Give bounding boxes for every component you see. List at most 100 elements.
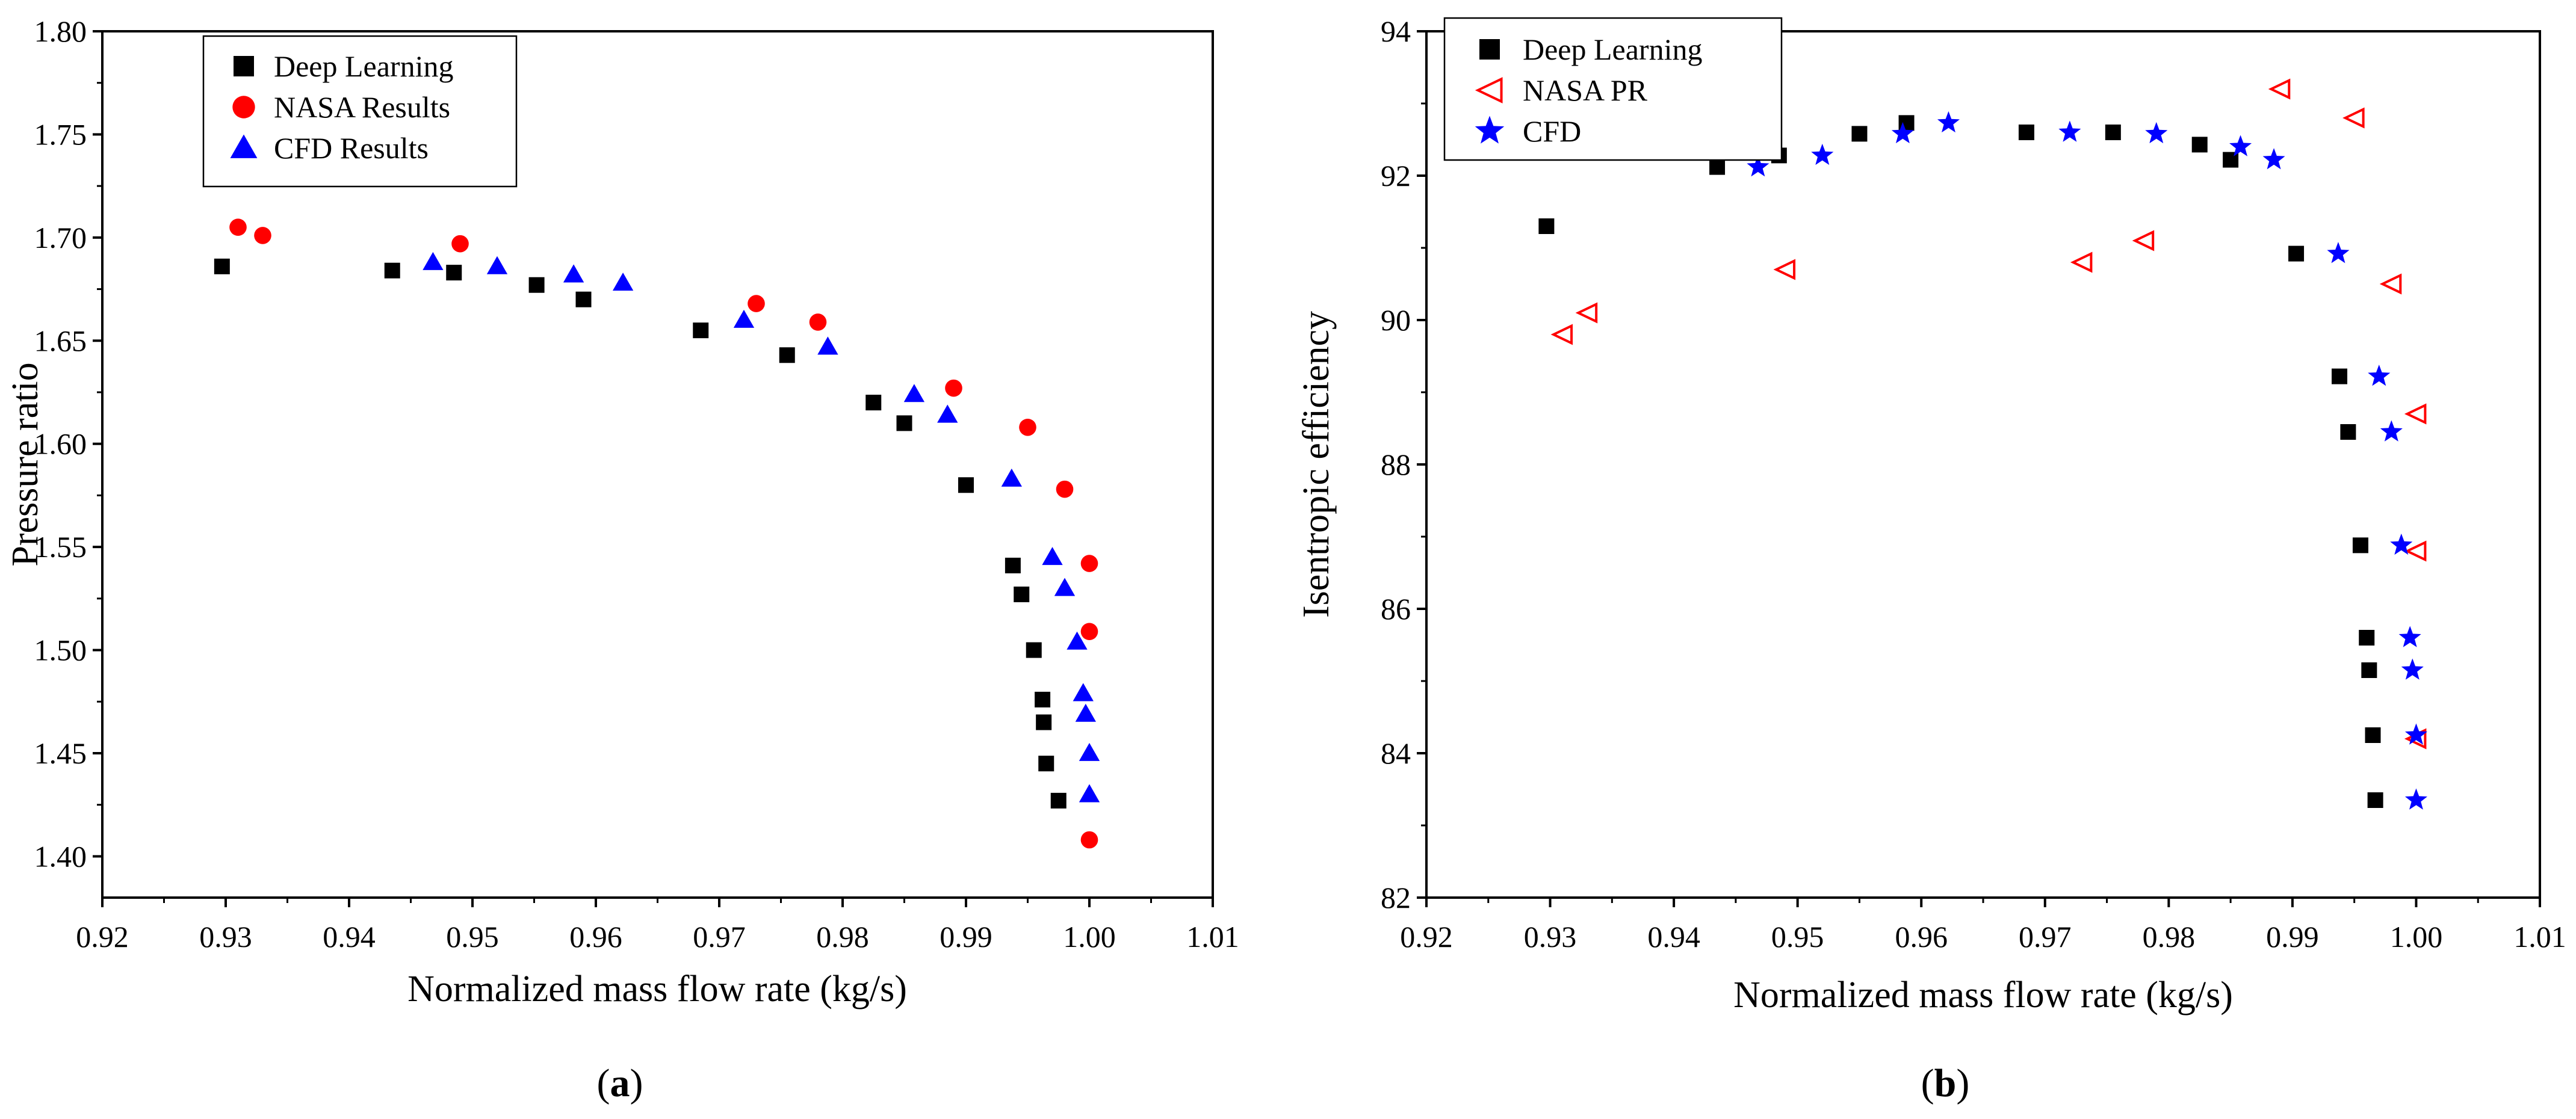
- legend-label: Deep Learning: [1523, 32, 1702, 66]
- data-point: [1851, 126, 1868, 142]
- y-axis: 1.40 1.45 1.50 1.55 1.60 1.65 1.70 1.75 1.80: [34, 14, 102, 873]
- y-tick-label: 1.70: [34, 221, 87, 254]
- data-point: [2327, 242, 2350, 264]
- x-axis: 0.92 0.93 0.94 0.95 0.96 0.97 0.98 0.99 1.00 1.01: [76, 898, 1239, 954]
- legend-marker: [1475, 116, 1505, 144]
- legend-label: NASA Results: [274, 90, 450, 124]
- data-point: [214, 258, 230, 274]
- caption-b: (b): [1921, 1061, 1970, 1105]
- data-point: [1891, 122, 1914, 144]
- x-tick-label: 0.96: [569, 920, 622, 954]
- data-point: [1811, 143, 1834, 165]
- chart-panel-b: 0.92 0.93 0.94 0.95 0.96 0.97 0.98 0.99 1.00 1.01…: [1296, 14, 2566, 1105]
- data-point: [693, 322, 709, 339]
- chart-panel-a: 0.92 0.93 0.94 0.95 0.96 0.97 0.98 0.99 1.00 1.01…: [5, 14, 1239, 1105]
- data-point: [733, 309, 755, 328]
- y-tick-label: 92: [1381, 159, 1411, 193]
- legend-marker: [230, 134, 258, 158]
- x-tick-label: 0.92: [76, 920, 129, 954]
- data-point: [2368, 365, 2391, 386]
- data-point: [1054, 578, 1076, 596]
- data-point: [2332, 368, 2347, 384]
- x-axis-label: Normalized mass flow rate (kg/s): [1733, 975, 2233, 1016]
- data-point: [1014, 587, 1030, 602]
- data-point: [563, 264, 584, 283]
- data-point: [2404, 723, 2427, 745]
- y-tick-label: 84: [1381, 736, 1411, 770]
- x-tick-label: 0.94: [323, 920, 376, 954]
- data-point: [1005, 558, 1021, 573]
- legend: Deep Learning NASA PR CFD: [1443, 17, 1783, 161]
- data-point: [1036, 714, 1052, 730]
- data-point: [2390, 533, 2413, 555]
- legend: Deep Learning NASA Results CFD Results: [202, 35, 518, 188]
- legend-box: [202, 35, 518, 188]
- data-point: [423, 251, 444, 270]
- data-point: [1019, 418, 1036, 436]
- data-point: [2367, 792, 2383, 808]
- legend-label: Deep Learning: [274, 49, 453, 83]
- data-point: [817, 336, 838, 355]
- y-tick-label: 1.40: [34, 839, 87, 873]
- y-axis-label: Pressure ratio: [5, 362, 46, 566]
- data-point: [1550, 324, 1573, 345]
- legend-marker: [232, 96, 255, 119]
- x-tick-label: 0.92: [1400, 920, 1453, 954]
- data-point: [2058, 120, 2081, 142]
- data-point: [2288, 245, 2305, 262]
- data-point: [2404, 788, 2427, 810]
- data-point: [2361, 662, 2377, 678]
- data-point: [809, 313, 827, 331]
- data-point: [486, 256, 508, 274]
- x-tick-label: 0.98: [2143, 920, 2196, 954]
- x-tick-label: 0.93: [199, 920, 252, 954]
- caption-a: (a): [597, 1061, 643, 1105]
- data-point: [1056, 480, 1074, 498]
- data-point: [2105, 125, 2121, 140]
- x-tick-label: 0.95: [1771, 920, 1824, 954]
- data-point: [451, 235, 469, 253]
- data-point: [2191, 137, 2208, 153]
- data-point: [937, 404, 958, 423]
- data-point: [1067, 631, 1088, 650]
- legend-label: CFD Results: [274, 131, 429, 165]
- y-tick-label: 1.45: [34, 736, 87, 770]
- data-point: [1747, 155, 1769, 177]
- data-point: [2262, 148, 2285, 170]
- data-point: [2145, 122, 2168, 144]
- legend-marker: [1479, 39, 1500, 60]
- x-tick-label: 0.94: [1647, 920, 1700, 954]
- data-point: [958, 477, 974, 493]
- x-tick-label: 0.99: [940, 920, 992, 954]
- data-point: [2342, 107, 2365, 129]
- data-point: [865, 395, 882, 411]
- data-point: [2379, 273, 2402, 295]
- data-point: [2229, 135, 2252, 156]
- data-point: [2352, 537, 2368, 553]
- data-point: [896, 415, 912, 431]
- data-point: [229, 218, 247, 236]
- legend-marker: [1475, 77, 1503, 103]
- data-points: [1538, 78, 2427, 810]
- data-point: [1042, 547, 1063, 566]
- data-point: [1773, 259, 1796, 280]
- y-tick-label: 1.60: [34, 427, 87, 461]
- x-axis-label: Normalized mass flow rate (kg/s): [407, 969, 907, 1010]
- data-point: [1001, 468, 1023, 487]
- data-point: [945, 379, 962, 397]
- y-tick-label: 1.75: [34, 117, 87, 151]
- legend-marker: [234, 56, 254, 76]
- y-tick-label: 82: [1381, 881, 1411, 914]
- data-point: [575, 291, 592, 307]
- data-point: [2380, 420, 2403, 442]
- x-tick-label: 1.00: [1063, 920, 1116, 954]
- x-tick-label: 0.98: [816, 920, 869, 954]
- data-point: [2070, 251, 2093, 273]
- y-tick-label: 88: [1381, 448, 1411, 481]
- data-point: [1080, 555, 1098, 572]
- data-point: [2398, 626, 2421, 647]
- data-point: [1050, 792, 1067, 809]
- x-tick-label: 0.95: [446, 920, 499, 954]
- plot-frame: [1425, 30, 2541, 899]
- data-point: [1073, 683, 1094, 701]
